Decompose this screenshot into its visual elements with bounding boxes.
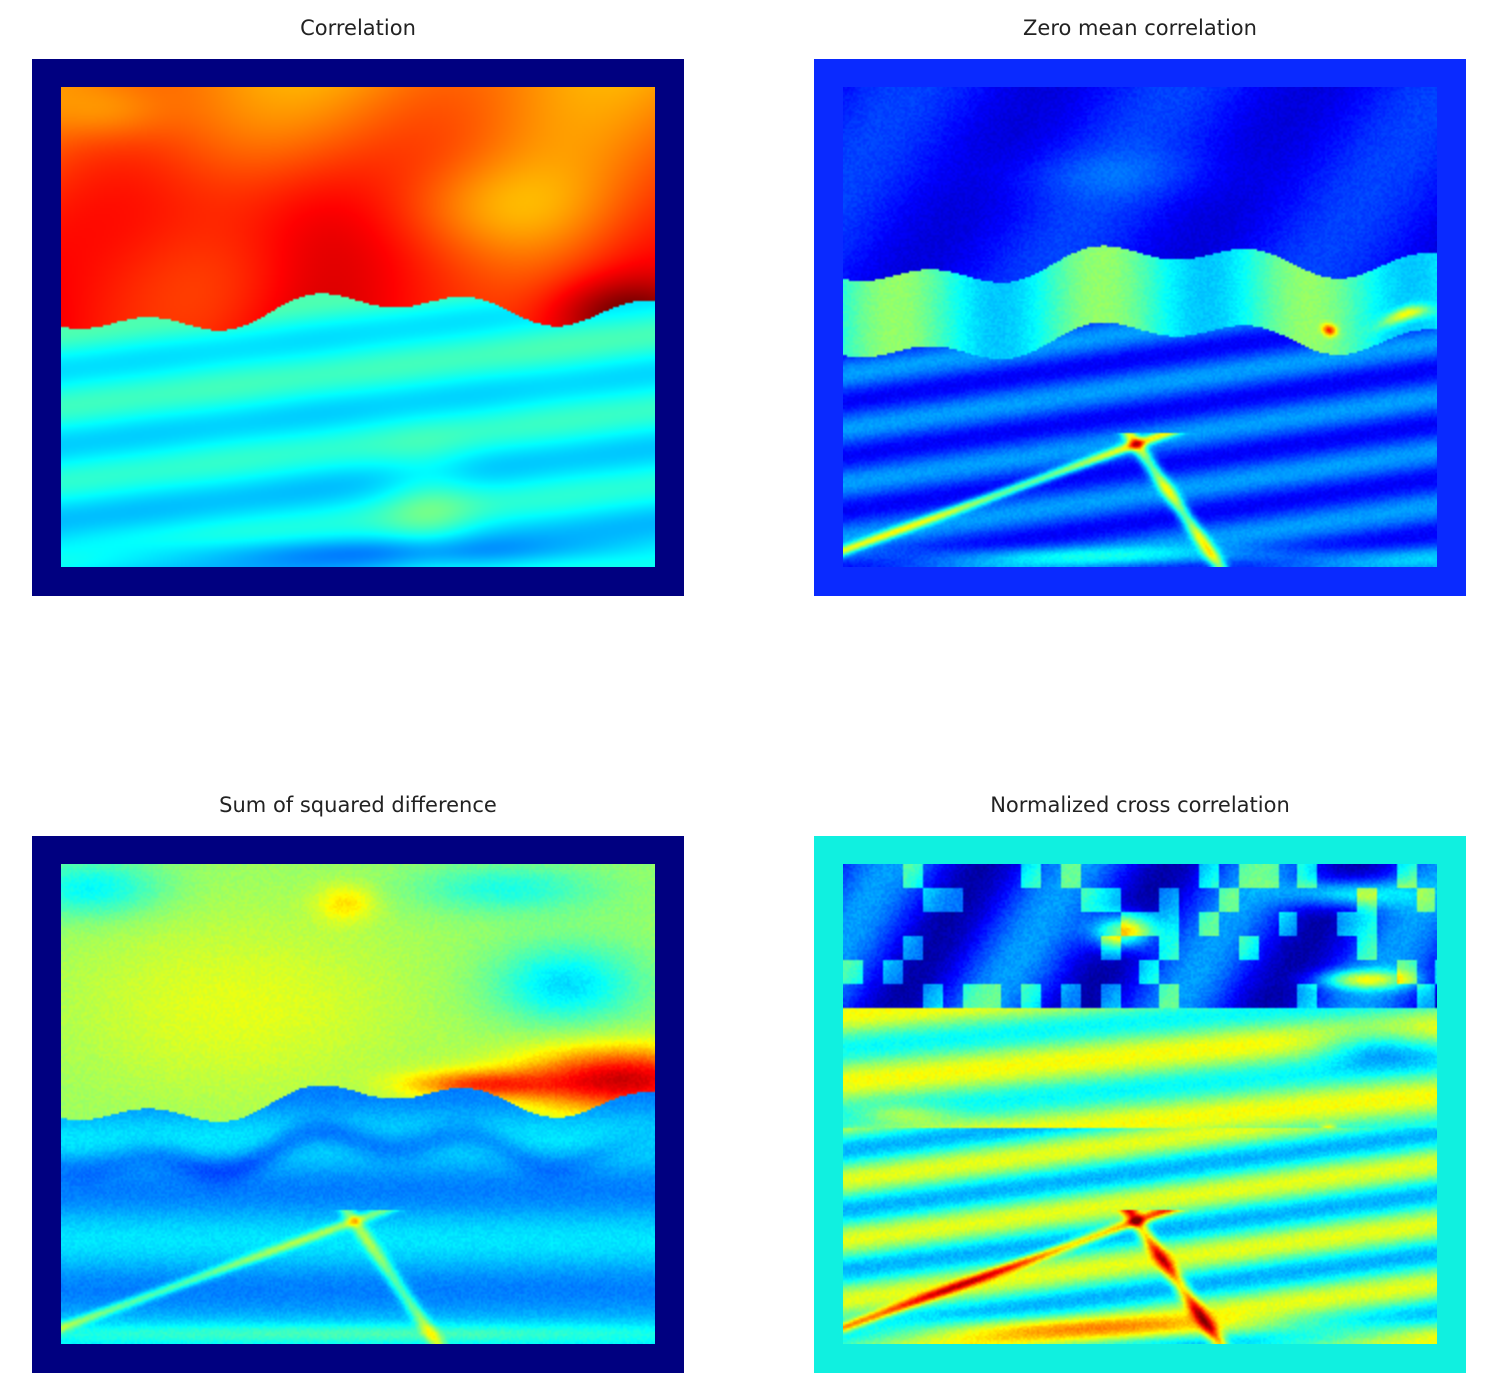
heatmap-frame-normalized-cross-correlation bbox=[814, 836, 1466, 1373]
heatmap-canvas-sum-of-squared-difference bbox=[61, 864, 655, 1344]
panel-title-sum-of-squared-difference: Sum of squared difference bbox=[219, 793, 497, 817]
panel-title-normalized-cross-correlation: Normalized cross correlation bbox=[990, 793, 1290, 817]
heatmap-canvas-normalized-cross-correlation bbox=[843, 864, 1437, 1344]
heatmap-panel-correlation: Correlation bbox=[32, 13, 684, 596]
heatmap-canvas-zero-mean-correlation bbox=[843, 87, 1437, 567]
heatmap-image-correlation bbox=[61, 87, 655, 567]
heatmap-panel-zero-mean-correlation: Zero mean correlation bbox=[814, 13, 1466, 596]
heatmap-panel-sum-of-squared-difference: Sum of squared difference bbox=[32, 790, 684, 1373]
heatmap-frame-correlation bbox=[32, 59, 684, 596]
heatmap-image-normalized-cross-correlation bbox=[843, 864, 1437, 1344]
heatmap-image-zero-mean-correlation bbox=[843, 87, 1437, 567]
heatmap-frame-zero-mean-correlation bbox=[814, 59, 1466, 596]
panel-title-zero-mean-correlation: Zero mean correlation bbox=[1023, 16, 1257, 40]
panel-title-correlation: Correlation bbox=[300, 16, 416, 40]
heatmap-image-sum-of-squared-difference bbox=[61, 864, 655, 1344]
heatmap-canvas-correlation bbox=[61, 87, 655, 567]
heatmap-frame-sum-of-squared-difference bbox=[32, 836, 684, 1373]
heatmap-panel-normalized-cross-correlation: Normalized cross correlation bbox=[814, 790, 1466, 1373]
